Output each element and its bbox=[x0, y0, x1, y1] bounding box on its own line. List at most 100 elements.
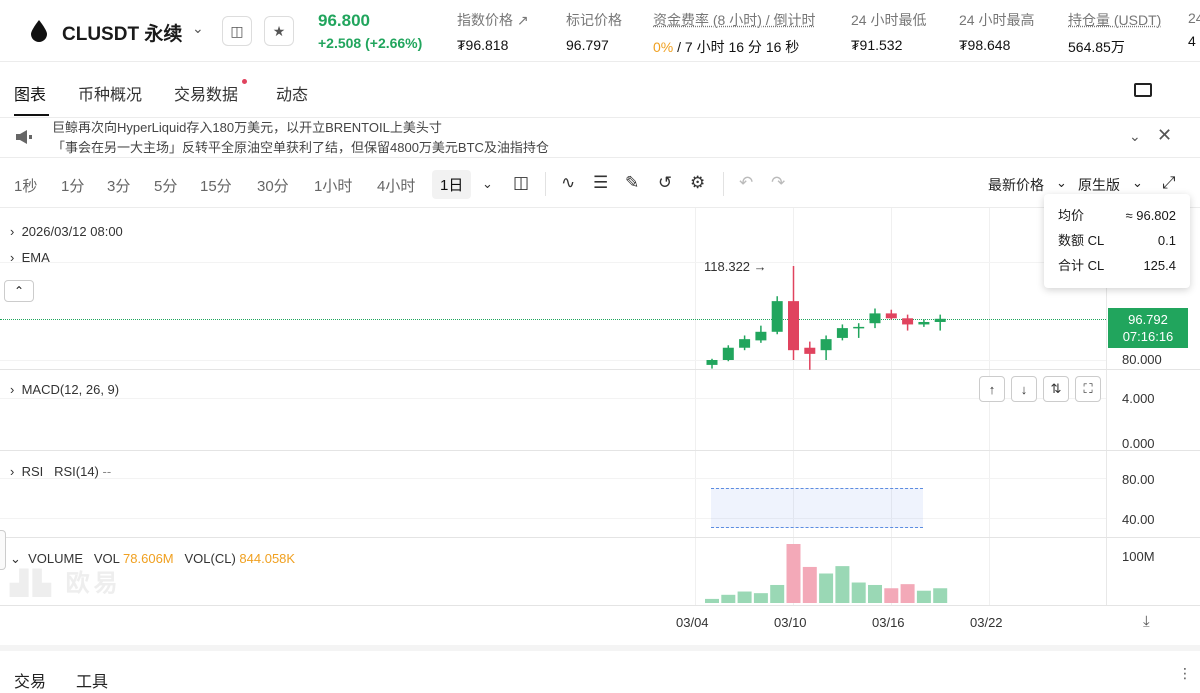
x-axis-label: 03/16 bbox=[872, 615, 905, 630]
grid-line bbox=[0, 518, 1106, 519]
candle-body[interactable] bbox=[804, 347, 816, 354]
exchange-watermark: ▟▙ 欧易 bbox=[10, 570, 122, 597]
volume-bar bbox=[737, 591, 752, 603]
volume-label[interactable]: ⌄ VOLUME VOL 78.606M VOL(CL) 844.058K bbox=[10, 551, 296, 566]
chevron-right-icon: › bbox=[10, 464, 15, 479]
resize-grip-icon[interactable]: ⋮ bbox=[1178, 665, 1192, 681]
candle-body[interactable] bbox=[755, 331, 767, 341]
interval-1d[interactable]: 1日 bbox=[432, 170, 472, 199]
book-icon[interactable]: ◫ bbox=[222, 16, 252, 46]
candle-body[interactable] bbox=[739, 339, 751, 348]
chevron-down-icon[interactable]: ⌄ bbox=[1132, 175, 1143, 190]
rsi-label[interactable]: › RSI RSI(14) -- bbox=[10, 464, 112, 479]
candle-body[interactable] bbox=[820, 339, 832, 351]
collapse-button[interactable]: ⌃ bbox=[4, 280, 34, 302]
collapse-pane-icon[interactable]: ⇅ bbox=[1043, 376, 1069, 402]
interval-5m[interactable]: 5分 bbox=[154, 178, 178, 195]
macd-axis-label: 4.000 bbox=[1122, 391, 1155, 406]
candle-body[interactable] bbox=[885, 313, 897, 319]
axis-reset-icon[interactable]: ⤓ bbox=[1143, 613, 1150, 630]
chevron-down-icon[interactable]: ⌄ bbox=[1056, 175, 1067, 190]
candle-type-icon[interactable]: ◫ bbox=[513, 173, 530, 192]
replay-icon[interactable]: ↺ bbox=[658, 173, 673, 192]
rsi-axis-label: 40.00 bbox=[1122, 512, 1155, 527]
candlestick-series bbox=[705, 266, 948, 603]
interval-15m[interactable]: 15分 bbox=[200, 178, 232, 195]
grid-line bbox=[0, 360, 1106, 361]
volume-bar bbox=[851, 582, 866, 603]
grid-line bbox=[989, 208, 990, 605]
candle-body[interactable] bbox=[853, 326, 865, 329]
candle-body[interactable] bbox=[722, 347, 734, 360]
interval-1h[interactable]: 1小时 bbox=[314, 178, 353, 195]
chevron-right-icon: › bbox=[10, 382, 15, 397]
candle-body[interactable] bbox=[918, 321, 930, 325]
candle-body[interactable] bbox=[706, 360, 718, 365]
price-tooltip: 均价 ≈ 96.802 数额 CL 0.1 合计 CL 125.4 bbox=[1044, 194, 1190, 288]
volume-bar bbox=[835, 566, 850, 603]
candle-body[interactable] bbox=[836, 328, 848, 338]
candle-body[interactable] bbox=[869, 313, 881, 324]
move-up-icon[interactable]: ↑ bbox=[979, 376, 1005, 402]
interval-3m[interactable]: 3分 bbox=[107, 178, 131, 195]
interval-1s[interactable]: 1秒 bbox=[14, 178, 38, 195]
chevron-down-icon[interactable]: ⌄ bbox=[1129, 128, 1141, 144]
volume-bar bbox=[868, 584, 882, 603]
interval-30m[interactable]: 30分 bbox=[257, 178, 289, 195]
undo-icon[interactable]: ↶ bbox=[739, 173, 754, 192]
window-layout-icon[interactable] bbox=[1134, 83, 1152, 97]
fullscreen-icon[interactable]: ⤢ bbox=[1162, 173, 1176, 192]
news-line-1[interactable]: 巨鲸再次向HyperLiquid存入180万美元，以开立BRENTOIL上美头寸 bbox=[52, 120, 442, 135]
tab-tools[interactable]: 工具 bbox=[76, 674, 109, 691]
chevron-down-icon[interactable]: ⌄ bbox=[482, 176, 493, 191]
grid-line bbox=[0, 398, 1106, 399]
redo-icon[interactable]: ↷ bbox=[771, 173, 786, 192]
tab-trading-data[interactable]: 交易数据 bbox=[174, 87, 239, 104]
volume-bar bbox=[802, 566, 817, 603]
grid-line bbox=[0, 478, 1106, 479]
price-type-select[interactable]: 最新价格 bbox=[988, 177, 1044, 193]
tab-chart[interactable]: 图表 bbox=[14, 87, 47, 104]
volume-axis-label: 100M bbox=[1122, 549, 1155, 564]
candle-body[interactable] bbox=[902, 318, 914, 325]
stat-truncated: 24 4 bbox=[1188, 10, 1200, 49]
current-price-tag: 96.792 07:16:16 bbox=[1108, 308, 1188, 348]
grid-line bbox=[793, 208, 794, 605]
external-link-icon[interactable]: ↗ bbox=[516, 12, 529, 28]
list-icon[interactable]: ☰ bbox=[593, 173, 609, 192]
tab-trade[interactable]: 交易 bbox=[14, 674, 47, 691]
news-ticker[interactable]: 巨鲸再次向HyperLiquid存入180万美元，以开立BRENTOIL上美头寸… bbox=[0, 118, 1200, 158]
chevron-down-icon[interactable]: ⌄ bbox=[192, 20, 204, 36]
star-icon[interactable]: ★ bbox=[264, 16, 294, 46]
news-line-2[interactable]: 「事会在另一大主场」反转平全原油空单获利了结，但保留4800万美元BTC及油指持… bbox=[52, 140, 549, 155]
symbol-title[interactable]: CLUSDT 永续 bbox=[62, 24, 183, 45]
gear-icon[interactable]: ⚙ bbox=[690, 173, 706, 192]
x-axis-label: 03/10 bbox=[774, 615, 807, 630]
stat-funding-rate: 资金费率 (8 小时) / 倒计时 0% / 7 小时 16 分 16 秒 bbox=[653, 12, 816, 55]
chart-area[interactable]: ▟▙ 欧易 118.322 → › 2026/03/12 08:00 › EMA… bbox=[0, 208, 1200, 643]
side-handle[interactable] bbox=[0, 530, 6, 570]
candle-body[interactable] bbox=[934, 318, 946, 322]
candle-body[interactable] bbox=[771, 301, 783, 332]
ema-label[interactable]: › EMA bbox=[10, 250, 50, 265]
close-icon[interactable]: ✕ bbox=[1157, 125, 1173, 145]
macd-label[interactable]: › MACD(12, 26, 9) bbox=[10, 382, 120, 397]
chevron-down-icon: ⌄ bbox=[10, 551, 21, 566]
drawing-tool-icon[interactable]: ✎ bbox=[625, 173, 640, 192]
maximize-pane-icon[interactable]: ⛶ bbox=[1075, 376, 1101, 402]
move-down-icon[interactable]: ↓ bbox=[1011, 376, 1037, 402]
date-label[interactable]: › 2026/03/12 08:00 bbox=[10, 224, 123, 239]
macd-axis-label: 0.000 bbox=[1122, 436, 1155, 451]
tab-coin-overview[interactable]: 币种概况 bbox=[78, 87, 143, 104]
price-axis-label: 80.000 bbox=[1122, 352, 1162, 367]
max-price-label: 118.322 → bbox=[704, 259, 767, 274]
oil-drop-icon bbox=[31, 20, 47, 42]
candle-body[interactable] bbox=[788, 301, 799, 351]
indicators-icon[interactable]: ∿ bbox=[561, 173, 576, 192]
interval-1m[interactable]: 1分 bbox=[61, 178, 85, 195]
volume-bar bbox=[933, 588, 948, 603]
chart-version-select[interactable]: 原生版 bbox=[1078, 177, 1120, 193]
tab-feed[interactable]: 动态 bbox=[276, 87, 309, 104]
pane-divider bbox=[0, 605, 1200, 606]
interval-4h[interactable]: 4小时 bbox=[377, 178, 416, 195]
